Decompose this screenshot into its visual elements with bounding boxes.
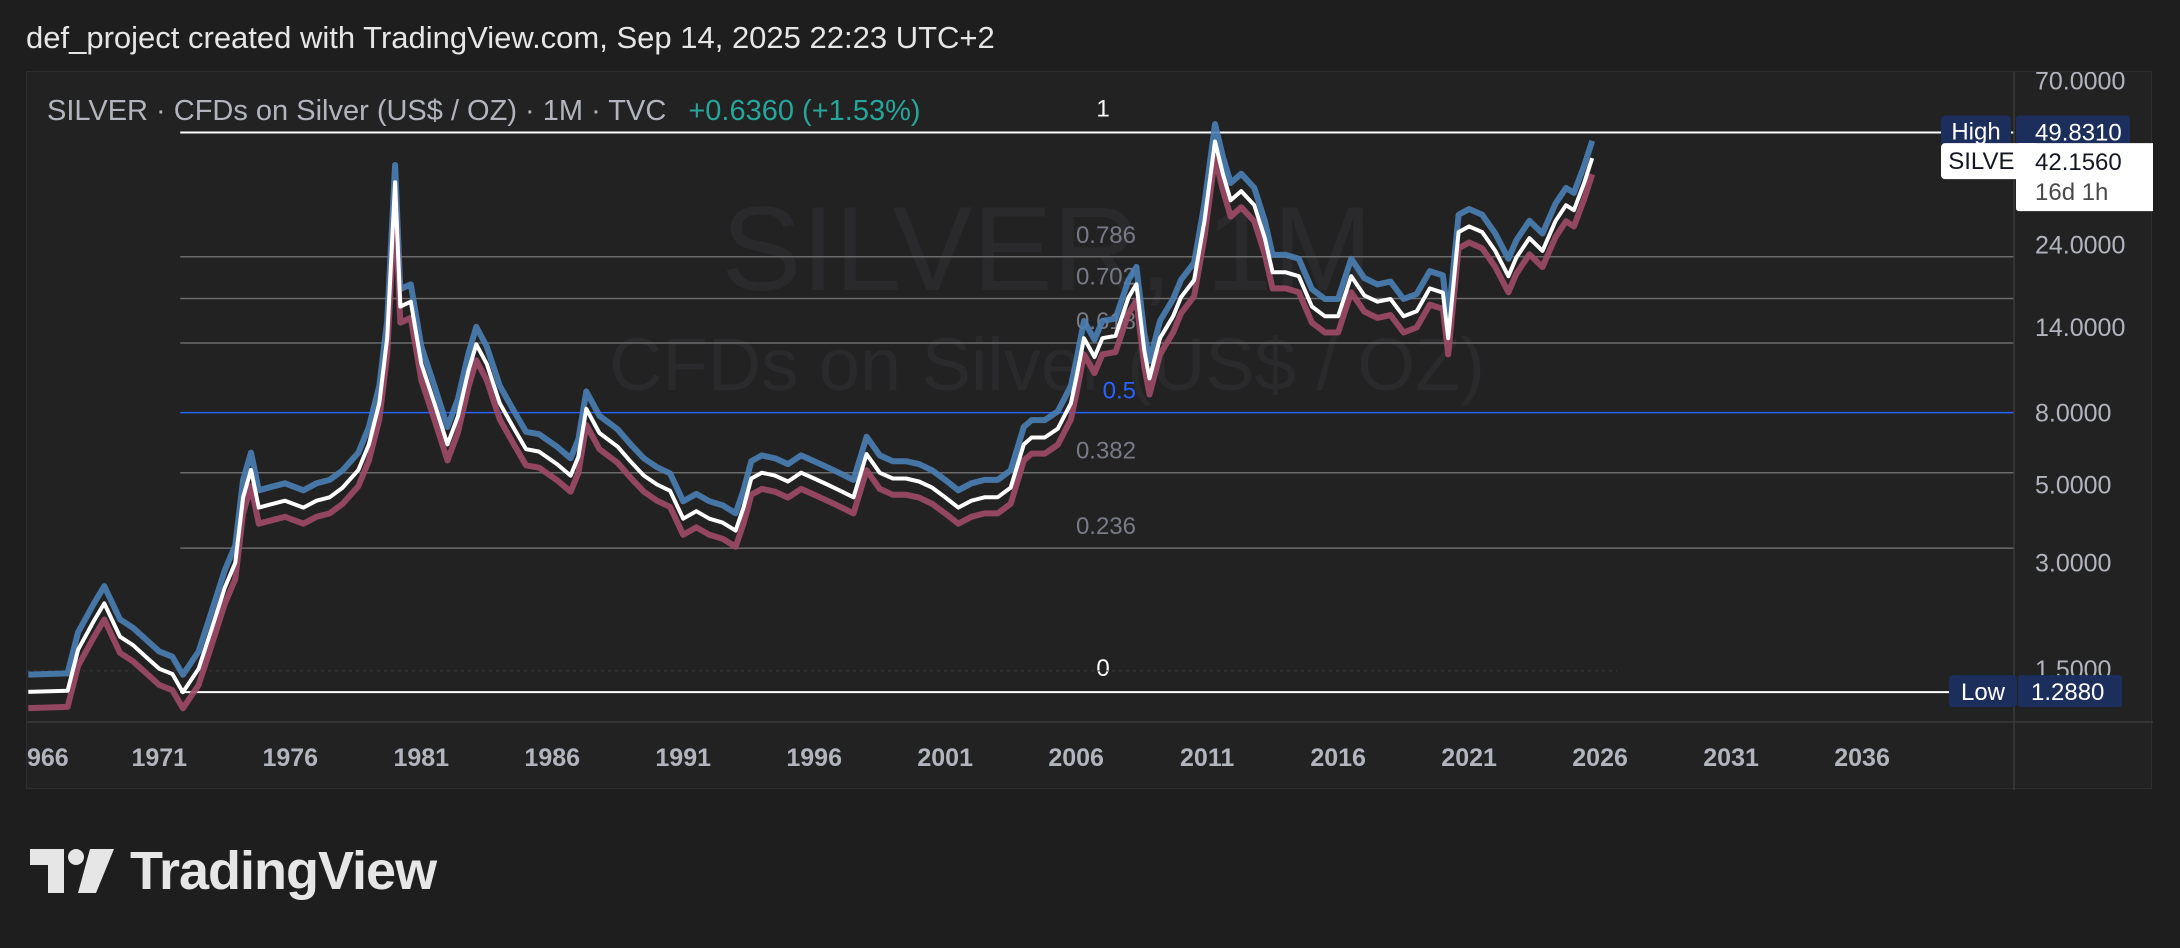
candle-wicks — [28, 121, 1596, 712]
symbol-change: +0.6360 (+1.53%) — [688, 95, 920, 127]
time-axis-tick-label: 1971 — [131, 744, 187, 772]
price-axis-tick-label: 5.0000 — [2035, 472, 2111, 500]
last-price-background — [2016, 143, 2153, 212]
time-axis-tick-label: 1981 — [393, 744, 449, 772]
low-value-background — [2018, 675, 2122, 708]
fib-level-label: 1 — [1096, 96, 1109, 123]
time-axis-tick-label: 2026 — [1572, 744, 1628, 772]
high-value-label: 49.8310 — [2035, 120, 2122, 147]
tradingview-logo-icon — [30, 849, 114, 893]
price-axis-tick-label: 3.0000 — [2035, 550, 2111, 578]
time-axis-tick-label: 2021 — [1441, 744, 1497, 772]
time-axis-tick-label: 2031 — [1703, 744, 1759, 772]
chart-pane[interactable]: SILVER, 1M CFDs on Silver (US$ / OZ) 1 0.… — [26, 71, 2153, 790]
low-tag-background — [1949, 675, 2017, 708]
high-tag-background — [1941, 115, 2011, 148]
fib-level-label: 0.382 — [1076, 438, 1136, 465]
low-tag-label: Low — [1961, 679, 2006, 706]
silver-price-chart[interactable]: SILVER, 1M CFDs on Silver (US$ / OZ) 1 0.… — [27, 72, 2153, 790]
high-tag-label: High — [1951, 119, 2000, 146]
tradingview-wordmark: TradingView — [130, 841, 437, 901]
fib-level-label: 0.5 — [1103, 378, 1136, 405]
price-axis[interactable]: 70.0000 24.0000 14.0000 8.0000 5.0000 3.0000 1… — [2035, 72, 2125, 684]
chart-watermark-symbol: SILVER, 1M — [721, 182, 1372, 316]
price-axis-tick-label: 14.0000 — [2035, 314, 2125, 342]
chart-attribution: def_project created with TradingView.com… — [26, 20, 995, 55]
price-axis-tick-label: 70.0000 — [2035, 72, 2125, 96]
price-axis-tick-label: 8.0000 — [2035, 400, 2111, 428]
fib-level-label: 0.786 — [1076, 222, 1136, 249]
time-axis-tick-label: 2016 — [1310, 744, 1366, 772]
symbol-description: SILVER · CFDs on Silver (US$ / OZ) · 1M … — [47, 95, 666, 127]
fib-level-label: 0.236 — [1076, 513, 1136, 540]
time-axis-tick-label: 2006 — [1048, 744, 1104, 772]
candle-low-band — [28, 154, 1596, 712]
time-axis-tick-label: 1976 — [262, 744, 318, 772]
silver-price-series-line — [28, 139, 1595, 695]
symbol-legend[interactable]: SILVER · CFDs on Silver (US$ / OZ) · 1M … — [47, 95, 921, 127]
fib-level-label: 0 — [1096, 655, 1109, 682]
time-axis-tick-label: 1986 — [524, 744, 580, 772]
low-value-label: 1.2880 — [2031, 679, 2104, 706]
chart-watermark-description: CFDs on Silver (US$ / OZ) — [609, 323, 1485, 406]
time-axis-tick-label: 2036 — [1834, 744, 1890, 772]
last-price-value: 42.1560 — [2035, 149, 2122, 176]
time-axis-tick-label: 1991 — [655, 744, 711, 772]
price-axis-tick-label: 24.0000 — [2035, 231, 2125, 259]
time-axis-tick-label: 2011 — [1180, 744, 1234, 772]
high-value-background — [2016, 115, 2130, 148]
symbol-tag-background — [1941, 143, 2039, 180]
tradingview-logo[interactable]: TradingView — [30, 840, 437, 902]
time-axis-tick-label: 1996 — [786, 744, 842, 772]
time-axis-tick-label: 2001 — [917, 744, 973, 772]
bar-countdown: 16d 1h — [2035, 179, 2108, 206]
candle-high-band — [28, 121, 1596, 678]
time-axis[interactable]: 966 1971 1976 1981 1986 1991 1996 2001 2006 2011 2… — [27, 744, 1890, 772]
price-line — [28, 139, 1595, 695]
time-axis-tick-label: 966 — [27, 744, 69, 772]
